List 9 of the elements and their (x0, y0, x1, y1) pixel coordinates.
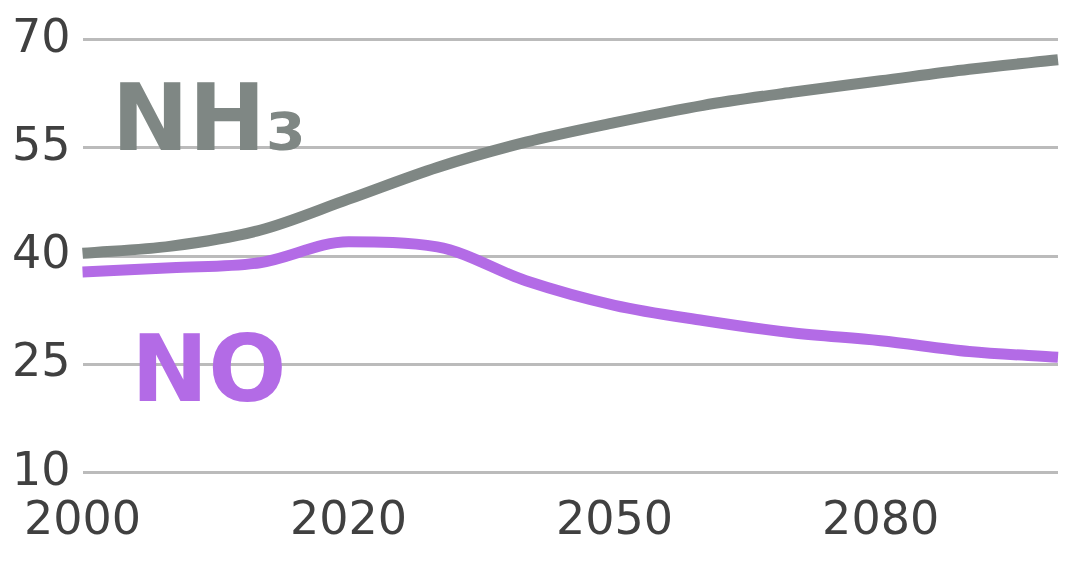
series-label: NO (131, 316, 287, 424)
x-tick-label: 2020 (290, 491, 408, 546)
x-tick-label: 2080 (822, 491, 940, 546)
y-tick-label: 25 (11, 333, 71, 388)
y-tick-label: 40 (11, 225, 71, 280)
y-tick-label: 70 (11, 8, 71, 63)
x-tick-label: 2050 (556, 491, 674, 546)
y-tick-label: 55 (11, 116, 71, 171)
series-label: NH₃ (111, 65, 307, 173)
